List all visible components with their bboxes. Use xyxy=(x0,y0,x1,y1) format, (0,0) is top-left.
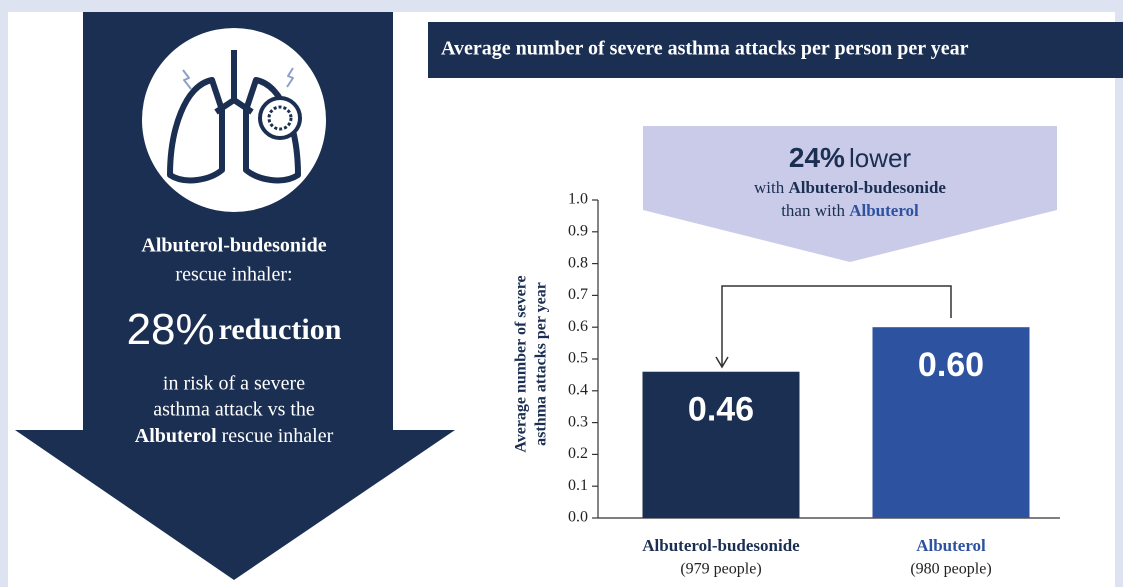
x-tick-note: (980 people) xyxy=(910,561,991,578)
comparison-bracket xyxy=(715,285,952,369)
y-tick-label: 0.0 xyxy=(568,509,588,526)
callout-stat: 24% xyxy=(789,142,845,173)
callout-line: than with Albuterol xyxy=(781,201,919,220)
y-tick-label: 0.9 xyxy=(568,222,588,239)
panel-subtitle: rescue inhaler: xyxy=(175,264,292,286)
y-tick-label: 0.7 xyxy=(568,286,588,303)
panel-desc: asthma attack vs the xyxy=(153,399,315,421)
chart-title: Average number of severe asthma attacks … xyxy=(441,38,969,60)
panel-desc-tail: rescue inhaler xyxy=(222,425,334,447)
bar xyxy=(872,327,1030,518)
y-axis-label: asthma attacks per year xyxy=(533,282,550,446)
value-label: 0.46 xyxy=(688,391,754,429)
bar xyxy=(642,371,800,518)
x-tick-label: Albuterol-budesonide xyxy=(642,536,800,555)
y-tick-label: 0.3 xyxy=(568,413,588,430)
callout-stat-text: lower xyxy=(849,143,911,173)
callout xyxy=(643,126,1057,262)
callout-with: with xyxy=(754,178,785,197)
x-tick-note: (979 people) xyxy=(680,561,761,578)
callout-drug: Albuterol xyxy=(849,201,919,220)
lungs-icon xyxy=(167,50,302,184)
callout-than: than with xyxy=(781,201,845,220)
panel-stat-text: reduction xyxy=(219,313,342,346)
panel-desc-end: Albuterol rescue inhaler xyxy=(135,425,334,447)
y-tick-label: 0.5 xyxy=(568,350,588,367)
arrow xyxy=(15,12,455,580)
title-banner xyxy=(428,22,1123,78)
y-tick-label: 0.4 xyxy=(568,381,588,398)
y-axis-label: Average number of severe xyxy=(513,275,530,452)
x-tick-label: Albuterol xyxy=(916,536,986,555)
callout-stat-line: 24% lower xyxy=(789,142,912,173)
panel-stat: 28% xyxy=(127,305,215,354)
y-tick-label: 0.1 xyxy=(568,477,588,494)
value-label: 0.60 xyxy=(918,346,984,384)
panel-desc-drug: Albuterol xyxy=(135,425,217,447)
panel-desc: in risk of a severe xyxy=(163,373,305,395)
y-tick-label: 0.2 xyxy=(568,445,588,462)
panel-stat-line: 28% reduction xyxy=(127,305,342,354)
callout-line: with Albuterol-budesonide xyxy=(754,178,946,197)
icon-circle xyxy=(142,28,326,212)
callout-drug: Albuterol-budesonide xyxy=(789,178,947,197)
y-tick-label: 1.0 xyxy=(568,191,588,208)
y-tick-label: 0.6 xyxy=(568,318,588,335)
panel-drug: Albuterol-budesonide xyxy=(141,235,326,257)
y-tick-label: 0.8 xyxy=(568,254,588,271)
